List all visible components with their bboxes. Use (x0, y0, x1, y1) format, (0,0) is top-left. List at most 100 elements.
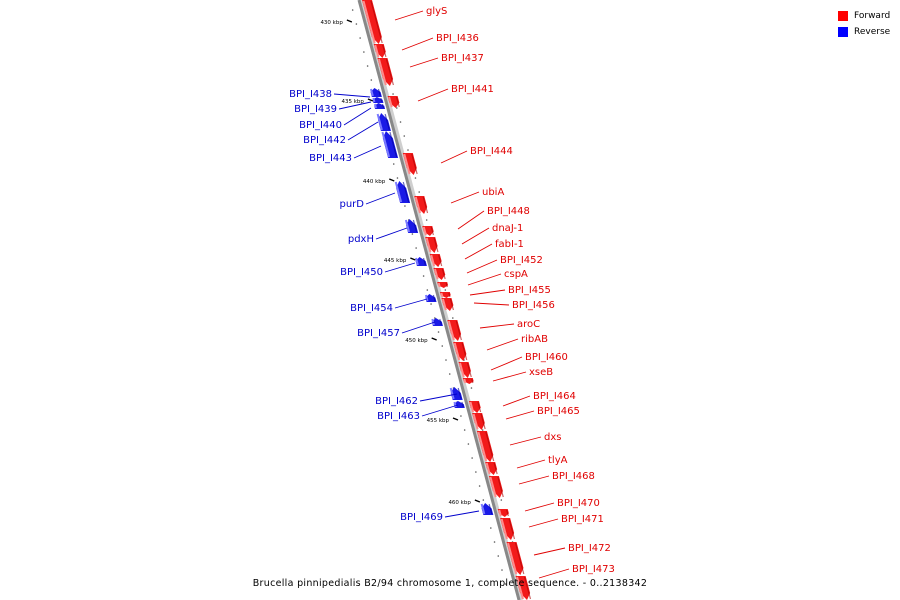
gene-shade (377, 88, 381, 97)
gene-shade (455, 320, 462, 341)
gene-label-fabi-1: fabI-1 (495, 239, 524, 250)
gene-highlight (434, 268, 439, 280)
gene-shade (471, 378, 474, 384)
gene-label-bpi-i471: BPI_I471 (561, 514, 604, 525)
gene-shade (493, 462, 498, 475)
gene-shade (422, 257, 426, 266)
forward-gene-block (488, 476, 504, 498)
gene-label-pdxh: pdxH (348, 234, 374, 245)
legend-forward: Forward (838, 9, 890, 23)
ruler-tick-label: 450 kbp (405, 338, 428, 344)
leader-line (509, 436, 542, 446)
gene-highlight (449, 387, 455, 400)
gene-label-tlya: tlyA (548, 455, 568, 466)
leader-line (502, 395, 531, 407)
gene-shade (457, 387, 462, 400)
gene-highlight (498, 509, 502, 517)
guide-dot (396, 177, 399, 179)
leader-line (516, 459, 546, 469)
forward-gene-block (468, 401, 482, 413)
gene-highlight (378, 58, 387, 86)
reverse-gene-block (372, 97, 384, 103)
guide-dot (467, 443, 470, 445)
leader-line (467, 273, 502, 286)
dna-backbone (357, 0, 521, 600)
leader-line (365, 192, 396, 205)
gene-highlight (404, 219, 411, 233)
leader-line (533, 547, 566, 556)
guide-dot (448, 373, 451, 375)
gene-highlight (469, 401, 475, 413)
gene-label-bpi-i437: BPI_I437 (441, 53, 484, 64)
gene-label-bpi-i439: BPI_I439 (294, 104, 337, 115)
ruler-tick-label: 430 kbp (320, 20, 343, 26)
gene-shade (380, 97, 383, 103)
dna-backbone-shadow (358, 0, 524, 600)
forward-gene-block (439, 292, 451, 298)
gene-highlight (472, 413, 479, 430)
reverse-gene-block (449, 387, 463, 400)
ruler-ticks: 430 kbp 435 kbp 440 kbp 445 kbp 450 kbp 455 k… (320, 19, 481, 506)
reverse-gene-block (431, 318, 443, 326)
gene-highlight (362, 0, 376, 44)
gene-highlight (507, 542, 518, 575)
ruler-tick-label: 460 kbp (448, 500, 471, 506)
gene-highlight (440, 292, 444, 298)
gene-shade (461, 401, 464, 408)
gene-shade (485, 431, 495, 462)
gene-shade (448, 292, 451, 298)
leader-line (347, 121, 379, 141)
gene-label-bpi-i440: BPI_I440 (299, 120, 342, 131)
leader-line (333, 93, 371, 98)
gene-highlight (374, 103, 377, 109)
gene-shade (370, 0, 383, 44)
leader-line (538, 568, 570, 579)
ruler-tick (474, 499, 481, 503)
gene-label-bpi-i464: BPI_I464 (533, 391, 576, 402)
gene-highlight (489, 476, 497, 498)
guide-dot (363, 51, 365, 53)
forward-gene-block (414, 196, 429, 214)
gene-label-cspa: cspA (504, 269, 528, 280)
gene-highlight (477, 431, 488, 462)
forward-gene-block (377, 58, 394, 86)
gene-shade (432, 294, 436, 302)
legend-reverse: Reverse (838, 25, 890, 39)
reverse-gene-block (424, 294, 437, 302)
gene-shade (506, 509, 509, 517)
gene-highlight (415, 257, 419, 266)
gene-highlight (424, 294, 429, 302)
reverse-gene-block (404, 219, 419, 233)
gene-highlight (442, 298, 447, 311)
leader-line (394, 298, 428, 309)
forward-gene-block (458, 362, 472, 378)
gene-label-aroc: aroC (517, 319, 540, 330)
reverse-genes (370, 88, 494, 515)
guide-dot (475, 471, 477, 473)
forward-gene-block (462, 378, 474, 384)
gene-label-bpi-i443: BPI_I443 (309, 153, 352, 164)
gene-label-glys: glyS (426, 6, 447, 17)
gene-label-bpi-i457: BPI_I457 (357, 328, 400, 339)
guide-dot (407, 149, 409, 151)
forward-genes (362, 0, 532, 600)
leader-line (394, 10, 424, 21)
gene-highlight (394, 181, 403, 203)
guide-dot (392, 93, 394, 95)
ruler-tick (452, 417, 459, 421)
leader-line (444, 510, 480, 518)
gene-shade (412, 219, 418, 233)
guide-dot (460, 415, 462, 417)
guide-dot (500, 499, 503, 501)
gene-shade (381, 103, 385, 109)
gene-shade (430, 226, 434, 236)
guide-dot (414, 177, 417, 179)
gene-shade (382, 44, 387, 58)
gene-label-bpi-i444: BPI_I444 (470, 146, 513, 157)
leader-line (528, 518, 559, 528)
reverse-gene-block (370, 88, 382, 97)
gene-highlight (463, 378, 467, 384)
forward-gene-block (402, 153, 418, 175)
guide-dot (497, 555, 500, 557)
forward-gene-block (476, 431, 495, 462)
